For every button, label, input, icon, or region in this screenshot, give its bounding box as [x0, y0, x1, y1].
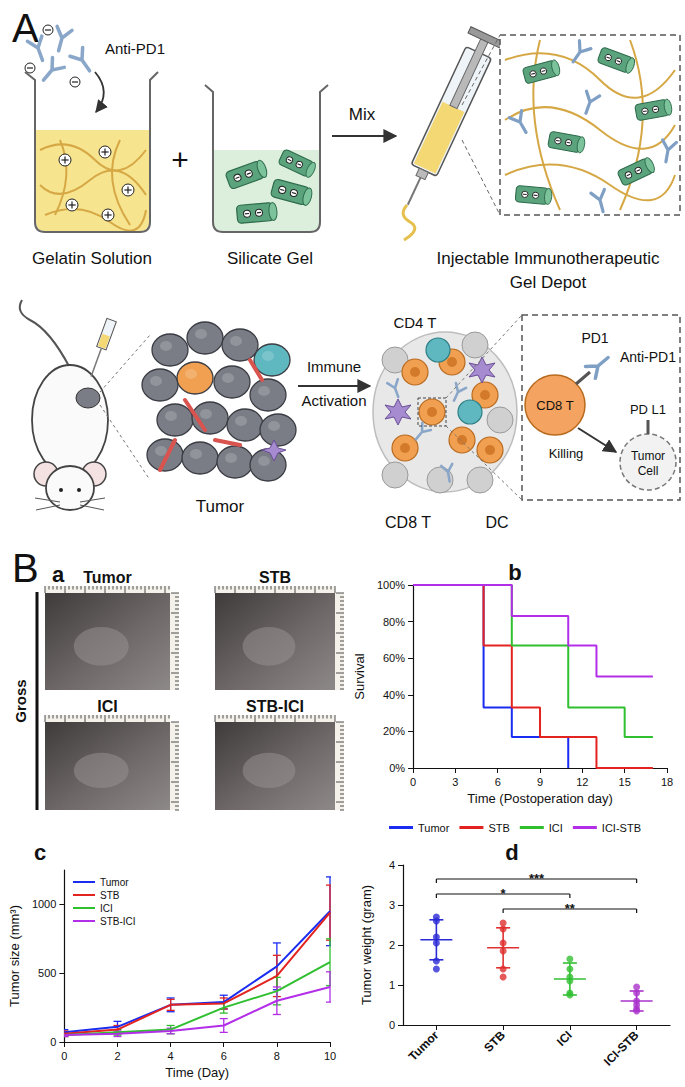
svg-text:Survival: Survival: [352, 653, 367, 699]
svg-text:ICI: ICI: [100, 903, 113, 914]
svg-text:Killing: Killing: [549, 446, 584, 461]
svg-text:ICI-STB: ICI-STB: [602, 822, 641, 834]
svg-text:9: 9: [537, 776, 543, 788]
svg-text:12: 12: [576, 776, 588, 788]
svg-text:Tumor: Tumor: [418, 822, 450, 834]
svg-text:Gross: Gross: [12, 679, 29, 722]
svg-text:Injectable Immunotherapeutic: Injectable Immunotherapeutic: [436, 249, 660, 268]
svg-text:Tumor: Tumor: [83, 569, 132, 586]
svg-text:Tumor: Tumor: [100, 877, 129, 888]
svg-text:c: c: [34, 840, 46, 865]
svg-text:Silicate Gel: Silicate Gel: [227, 249, 313, 268]
svg-text:0%: 0%: [389, 762, 405, 774]
svg-text:1000: 1000: [32, 898, 56, 910]
svg-text:3: 3: [389, 899, 395, 911]
svg-text:20%: 20%: [383, 725, 405, 737]
svg-text:A: A: [12, 6, 39, 50]
svg-text:0: 0: [389, 1019, 395, 1031]
svg-text:1: 1: [389, 979, 395, 991]
svg-text:10: 10: [324, 1050, 336, 1062]
svg-text:4: 4: [389, 859, 395, 871]
svg-text:0: 0: [410, 776, 416, 788]
svg-text:0: 0: [61, 1050, 67, 1062]
svg-text:B: B: [12, 546, 39, 590]
svg-text:6: 6: [495, 776, 501, 788]
svg-text:2: 2: [389, 939, 395, 951]
svg-text:18: 18: [661, 776, 673, 788]
svg-text:CD4 T: CD4 T: [393, 314, 436, 331]
svg-text:Activation: Activation: [301, 392, 366, 409]
svg-text:STB: STB: [481, 1028, 508, 1055]
svg-text:ICI: ICI: [554, 1028, 575, 1049]
svg-text:Gel Depot: Gel Depot: [510, 273, 587, 292]
svg-text:Anti-PD1: Anti-PD1: [105, 40, 165, 57]
svg-text:STB: STB: [100, 890, 120, 901]
svg-text:CD8 T: CD8 T: [536, 398, 573, 413]
svg-text:d: d: [505, 840, 518, 865]
svg-text:80%: 80%: [383, 616, 405, 628]
svg-text:40%: 40%: [383, 689, 405, 701]
svg-text:Tumor: Tumor: [631, 449, 665, 463]
svg-text:15: 15: [619, 776, 631, 788]
svg-text:STB: STB: [259, 569, 291, 586]
svg-text:Anti-PD1: Anti-PD1: [620, 349, 676, 365]
svg-text:8: 8: [274, 1050, 280, 1062]
svg-text:Tumor: Tumor: [196, 497, 245, 516]
svg-text:ICI-STB: ICI-STB: [601, 1028, 642, 1069]
svg-text:a: a: [52, 562, 65, 587]
svg-text:***: ***: [529, 871, 545, 886]
svg-text:Cell: Cell: [638, 464, 659, 478]
svg-text:STB-ICI: STB-ICI: [246, 698, 304, 715]
svg-text:Mix: Mix: [349, 105, 376, 124]
svg-text:STB: STB: [488, 822, 509, 834]
svg-text:0: 0: [50, 1036, 56, 1048]
svg-text:500: 500: [38, 967, 56, 979]
svg-text:**: **: [565, 901, 576, 916]
svg-text:+: +: [171, 143, 189, 176]
svg-text:STB-ICI: STB-ICI: [100, 916, 136, 927]
svg-text:100%: 100%: [377, 579, 405, 591]
svg-text:60%: 60%: [383, 652, 405, 664]
svg-text:ICI: ICI: [549, 822, 563, 834]
svg-text:CD8 T: CD8 T: [385, 514, 431, 531]
svg-text:6: 6: [221, 1050, 227, 1062]
svg-text:Tumor size (mm³): Tumor size (mm³): [7, 905, 22, 1007]
svg-text:2: 2: [114, 1050, 120, 1062]
svg-text:Immune: Immune: [307, 358, 361, 375]
svg-text:DC: DC: [485, 514, 508, 531]
svg-text:PD1: PD1: [581, 330, 608, 346]
svg-text:Time (Postoperation day): Time (Postoperation day): [467, 791, 612, 806]
svg-text:b: b: [508, 560, 521, 585]
svg-text:Tumor: Tumor: [406, 1028, 442, 1064]
svg-text:Time (Day): Time (Day): [165, 1065, 229, 1080]
svg-text:3: 3: [452, 776, 458, 788]
svg-text:ICI: ICI: [97, 698, 117, 715]
svg-text:PD L1: PD L1: [630, 402, 666, 417]
svg-text:Gelatin Solution: Gelatin Solution: [32, 249, 152, 268]
svg-text:*: *: [501, 886, 507, 901]
svg-text:4: 4: [168, 1050, 174, 1062]
svg-text:Tumor weight (gram): Tumor weight (gram): [359, 885, 374, 1005]
